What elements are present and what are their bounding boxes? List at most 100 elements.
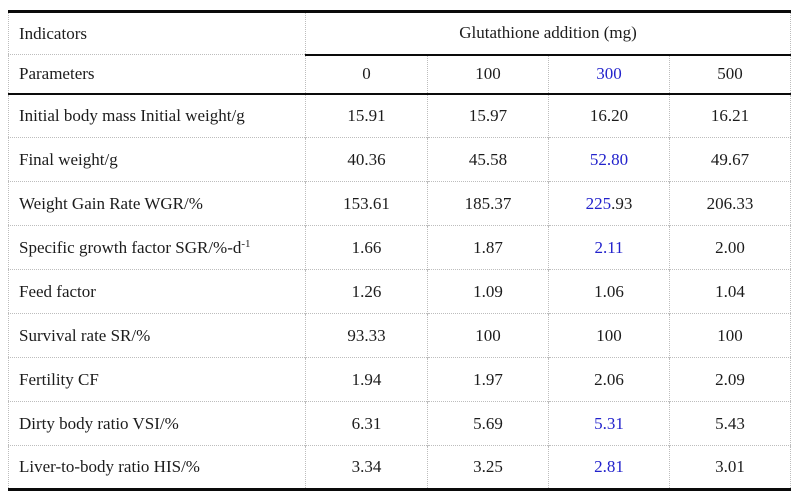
value-text: 206.33 [706, 193, 754, 213]
value-text: 500 [717, 64, 743, 83]
header-dose-500: 500 [668, 54, 791, 95]
value-text: 49.67 [710, 149, 750, 169]
table-row: Dirty body ratio VSI/% 6.31 5.69 5.31 5.43 [8, 401, 791, 446]
value-cell: 1.87 [427, 225, 549, 270]
value-text: 2.09 [715, 369, 745, 389]
value-text: 3.34 [351, 457, 382, 476]
value-cell: 49.67 [668, 137, 791, 182]
value-cell: 2.09 [668, 357, 791, 402]
header-indicators-label: Indicators [8, 11, 306, 55]
value-cell: 1.97 [427, 357, 549, 402]
value-cell: 6.31 [305, 401, 428, 446]
value-text: 100 [596, 325, 622, 345]
value-cell: 1.09 [427, 269, 549, 314]
row-label: Feed factor [8, 269, 306, 314]
row-label: Survival rate SR/% [8, 313, 306, 358]
value-text: 1.26 [351, 281, 382, 301]
value-text: 93.33 [347, 325, 386, 345]
header-group-label: Glutathione addition (mg) [304, 11, 791, 56]
value-text: 45.58 [468, 149, 508, 169]
table-row: Final weight/g 40.36 45.58 52.80 49.67 [8, 137, 791, 182]
value-highlighted: 2.11 [594, 237, 624, 257]
value-cell: 3.34 [305, 445, 428, 490]
row-label: Liver-to-body ratio HIS/% [8, 445, 306, 490]
value-cell: 15.97 [427, 93, 549, 138]
value-cell: 15.91 [305, 93, 428, 138]
value-text: 40.36 [347, 149, 386, 169]
value-cell: 2.00 [668, 225, 791, 270]
value-cell: 225.93 [548, 181, 670, 226]
table-row: Specific growth factor SGR/%-d-1 1.66 1.87… [8, 225, 791, 270]
value-text: 6.31 [351, 413, 382, 433]
value-text: 5.69 [473, 413, 503, 433]
value-cell: 52.80 [548, 137, 670, 182]
value-cell: 1.66 [305, 225, 428, 270]
unit-superscript: -1 [241, 237, 251, 250]
value-highlighted: 300 [596, 64, 622, 83]
value-text: 1.04 [715, 281, 745, 301]
value-text: 1.09 [473, 281, 503, 301]
header-dose-300: 300 [548, 54, 670, 95]
header-dose-100: 100 [427, 54, 549, 95]
value-cell: 1.04 [668, 269, 791, 314]
value-text: 100 [475, 64, 501, 83]
row-label: Final weight/g [8, 137, 306, 182]
header-row-parameters: Parameters 0 100 300 500 [8, 54, 791, 95]
value-highlighted: 52.80 [589, 149, 629, 169]
value-cell: 100 [548, 313, 670, 358]
value-text: 2.00 [715, 237, 745, 257]
value-cell: 16.20 [548, 93, 670, 138]
table-row: Weight Gain Rate WGR/% 153.61 185.37 225.93… [8, 181, 791, 226]
value-text: 16.20 [589, 105, 629, 125]
value-cell: 206.33 [668, 181, 791, 226]
value-cell: 5.43 [668, 401, 791, 446]
value-text: 1.97 [473, 369, 503, 389]
value-text: 0 [362, 64, 371, 83]
value-cell: 185.37 [427, 181, 549, 226]
table-row: Feed factor 1.26 1.09 1.06 1.04 [8, 269, 791, 314]
row-label: Initial body mass Initial weight/g [19, 105, 245, 125]
header-dose-0: 0 [305, 54, 428, 95]
value-text: 1.06 [594, 281, 624, 301]
value-cell: 45.58 [427, 137, 549, 182]
value-cell: 1.26 [305, 269, 428, 314]
header-parameters-label: Parameters [8, 54, 306, 95]
value-text: 1.94 [351, 369, 382, 389]
row-label: Specific growth factor SGR/%-d-1 [8, 225, 306, 270]
value-cell: 1.06 [548, 269, 670, 314]
glutathione-results-table: Indicators Glutathione addition (mg) Par… [8, 10, 792, 491]
value-text: 100 [717, 325, 743, 345]
value-text: 153.61 [343, 193, 390, 213]
value-text: 2.06 [594, 369, 624, 389]
value-highlighted: 5.31 [594, 413, 624, 433]
value-cell: 100 [668, 313, 791, 358]
value-cell: 16.21 [668, 93, 791, 138]
value-cell: 5.31 [548, 401, 670, 446]
value-cell: 2.11 [548, 225, 670, 270]
value-cell: 2.06 [548, 357, 670, 402]
value-text: 3.01 [715, 457, 745, 476]
value-text: 15.97 [468, 105, 508, 125]
value-cell: 3.01 [668, 445, 791, 490]
value-cell: 2.81 [548, 445, 670, 490]
value-text: 185.37 [464, 193, 512, 213]
value-text: 15.91 [347, 105, 386, 125]
value-text: 1.87 [473, 237, 503, 257]
table-row: Survival rate SR/% 93.33 100 100 100 [8, 313, 791, 358]
table-body: Initial body mass Initial weight/g 15.91 1… [8, 93, 791, 490]
header-row-group: Indicators Glutathione addition (mg) [8, 11, 791, 56]
value-highlighted: 225 [585, 193, 612, 213]
value-cell: 40.36 [305, 137, 428, 182]
value-text: 3.25 [473, 457, 503, 476]
value-text: 1.66 [351, 237, 382, 257]
value-text: .93 [611, 193, 633, 213]
value-text: 5.43 [715, 413, 745, 433]
value-text: 16.21 [710, 105, 750, 125]
table-row: Initial body mass Initial weight/g 15.91 1… [9, 93, 791, 138]
value-cell: 3.25 [427, 445, 549, 490]
table-row: Liver-to-body ratio HIS/% 3.34 3.25 2.81 3.0… [8, 445, 791, 490]
row-label: Fertility CF [8, 357, 306, 402]
row-label: Dirty body ratio VSI/% [8, 401, 306, 446]
value-cell: 93.33 [305, 313, 428, 358]
value-cell: 1.94 [305, 357, 428, 402]
